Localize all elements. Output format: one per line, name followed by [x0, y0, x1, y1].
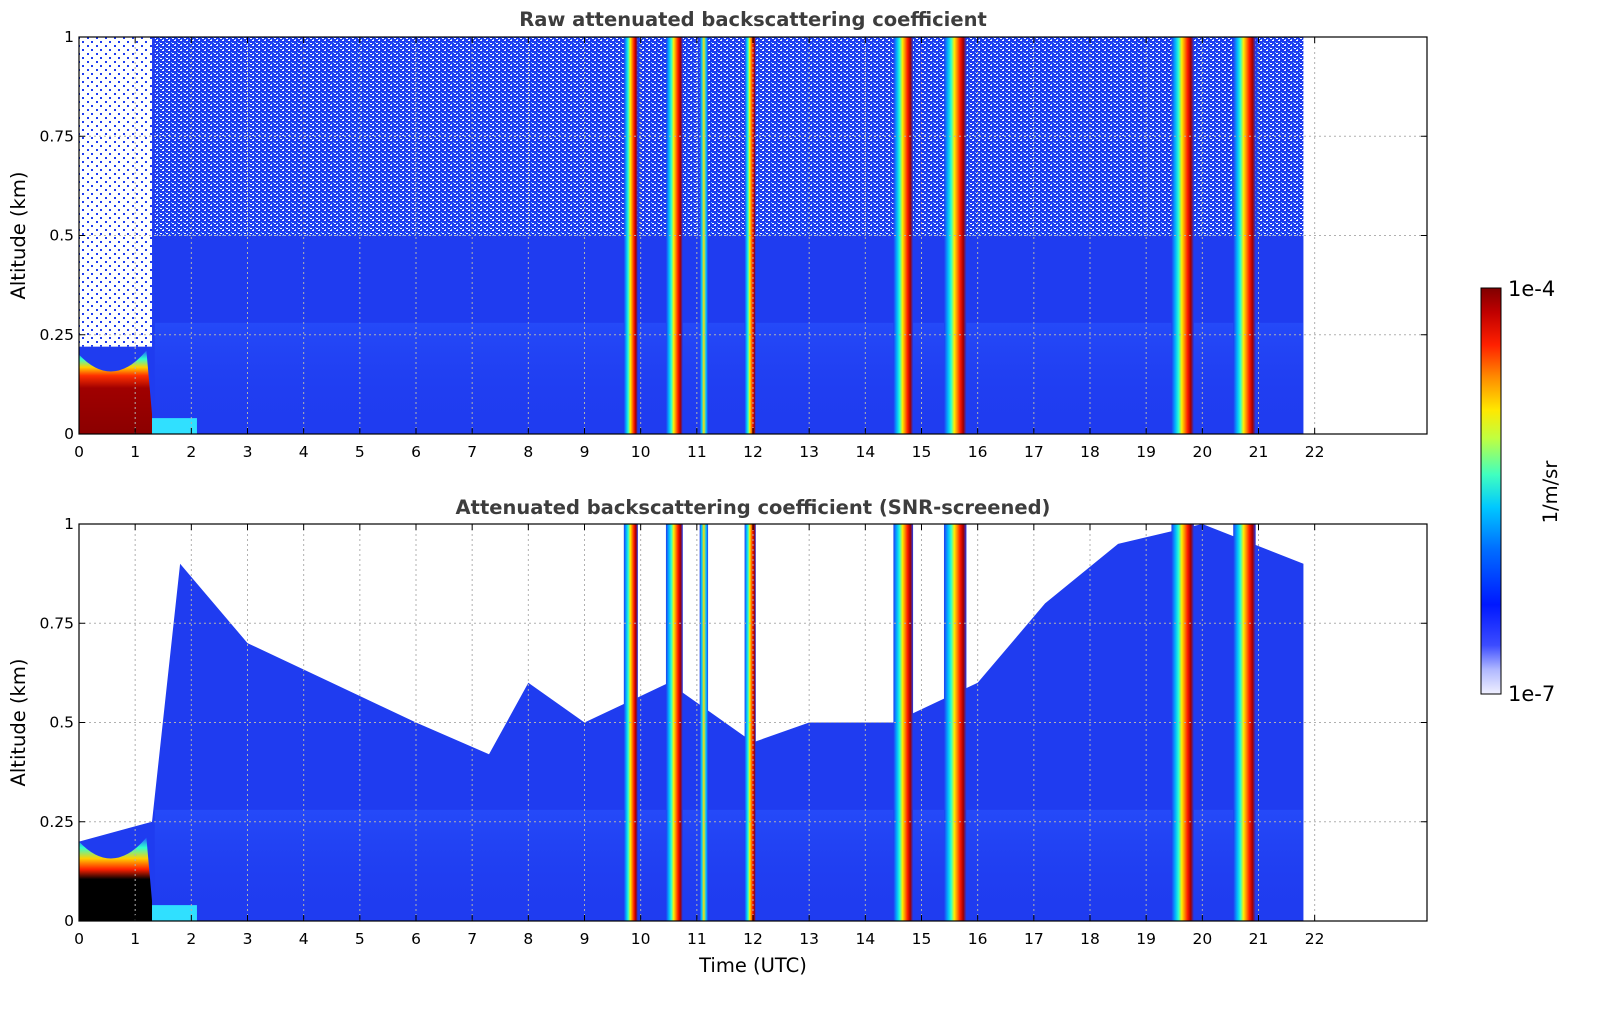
- x-tick-label: 6: [411, 443, 421, 461]
- y-tick-label: 0.25: [39, 326, 74, 344]
- x-tick-label: 21: [1249, 930, 1269, 948]
- x-tick-label: 17: [1024, 930, 1044, 948]
- y-tick-label: 0.5: [49, 227, 74, 245]
- x-tick-label: 14: [855, 930, 875, 948]
- colorbar-unit-label: 1/m/sr: [1539, 460, 1562, 524]
- chart-title: Attenuated backscattering coefficient (S…: [456, 496, 1051, 519]
- near-surface-aerosol: [152, 418, 197, 434]
- y-tick-label: 1: [64, 28, 74, 46]
- panel-screened: 0 1 2 3 4 5 6 7 8 9 10 11 12 13 14 15 16 17 18 19 20 21 2200.2…: [7, 496, 1428, 977]
- colorbar-max-label: 1e-4: [1508, 277, 1555, 301]
- x-tick-label: 19: [1136, 930, 1156, 948]
- x-tick-label: 1: [130, 443, 140, 461]
- boundary-layer-signal: [154, 809, 1304, 921]
- x-tick-label: 0: [74, 930, 84, 948]
- x-tick-label: 9: [580, 930, 590, 948]
- x-tick-label: 8: [523, 930, 533, 948]
- panel-raw: 0 1 2 3 4 5 6 7 8 9 10 11 12 13 14 15 16 17 18 19 20 21 2200.2…: [7, 8, 1428, 461]
- x-axis-label: Time (UTC): [698, 954, 807, 977]
- night-sparse-points: [79, 37, 153, 347]
- x-tick-label: 10: [631, 443, 651, 461]
- x-tick-label: 9: [580, 443, 590, 461]
- cloud-column: [893, 524, 914, 921]
- cloud-column: [1171, 37, 1194, 434]
- chart-title: Raw attenuated backscattering coefficien…: [519, 8, 987, 31]
- y-axis-label: Altitude (km): [7, 659, 30, 787]
- x-tick-label: 16: [968, 930, 988, 948]
- x-tick-label: 14: [855, 443, 875, 461]
- x-tick-label: 6: [411, 930, 421, 948]
- x-tick-label: 20: [1192, 443, 1212, 461]
- colorbar-min-label: 1e-7: [1508, 682, 1555, 706]
- x-tick-label: 15: [912, 443, 932, 461]
- x-tick-label: 4: [299, 930, 309, 948]
- cloud-column: [1171, 524, 1194, 921]
- x-tick-label: 21: [1249, 443, 1269, 461]
- near-surface-aerosol: [152, 905, 197, 921]
- aerosol-layer: [79, 837, 153, 921]
- y-tick-label: 0: [64, 425, 74, 443]
- cloud-column: [699, 524, 709, 921]
- x-tick-label: 15: [912, 930, 932, 948]
- boundary-layer-signal: [154, 322, 1304, 434]
- y-tick-label: 0.5: [49, 714, 74, 732]
- y-axis-label: Altitude (km): [7, 172, 30, 300]
- y-tick-label: 0.25: [39, 813, 74, 831]
- x-tick-label: 18: [1080, 443, 1100, 461]
- x-tick-label: 12: [743, 930, 763, 948]
- x-tick-label: 22: [1305, 443, 1325, 461]
- x-tick-label: 3: [243, 443, 253, 461]
- x-tick-label: 2: [186, 443, 196, 461]
- x-tick-label: 10: [631, 930, 651, 948]
- x-tick-label: 11: [687, 443, 707, 461]
- x-tick-label: 1: [130, 930, 140, 948]
- x-tick-label: 7: [467, 930, 477, 948]
- cloud-column: [893, 37, 914, 434]
- aerosol-layer: [79, 350, 153, 434]
- y-tick-label: 0.75: [39, 127, 74, 145]
- cloud-column: [699, 37, 709, 434]
- x-tick-label: 5: [355, 443, 365, 461]
- x-tick-label: 22: [1305, 930, 1325, 948]
- colorbar: 1e-4 1e-7 1/m/sr: [1480, 277, 1562, 706]
- x-tick-label: 11: [687, 930, 707, 948]
- y-tick-label: 0: [64, 912, 74, 930]
- x-tick-label: 2: [186, 930, 196, 948]
- x-tick-label: 5: [355, 930, 365, 948]
- x-tick-label: 16: [968, 443, 988, 461]
- x-tick-label: 0: [74, 443, 84, 461]
- x-tick-label: 8: [523, 443, 533, 461]
- x-tick-label: 12: [743, 443, 763, 461]
- x-tick-label: 13: [799, 930, 819, 948]
- x-tick-label: 3: [243, 930, 253, 948]
- x-tick-label: 17: [1024, 443, 1044, 461]
- x-tick-label: 18: [1080, 930, 1100, 948]
- x-tick-label: 19: [1136, 443, 1156, 461]
- y-tick-label: 1: [64, 515, 74, 533]
- colorbar-gradient: [1480, 287, 1502, 695]
- x-tick-label: 20: [1192, 930, 1212, 948]
- x-tick-label: 13: [799, 443, 819, 461]
- x-tick-label: 7: [467, 443, 477, 461]
- x-tick-label: 4: [299, 443, 309, 461]
- y-tick-label: 0.75: [39, 614, 74, 632]
